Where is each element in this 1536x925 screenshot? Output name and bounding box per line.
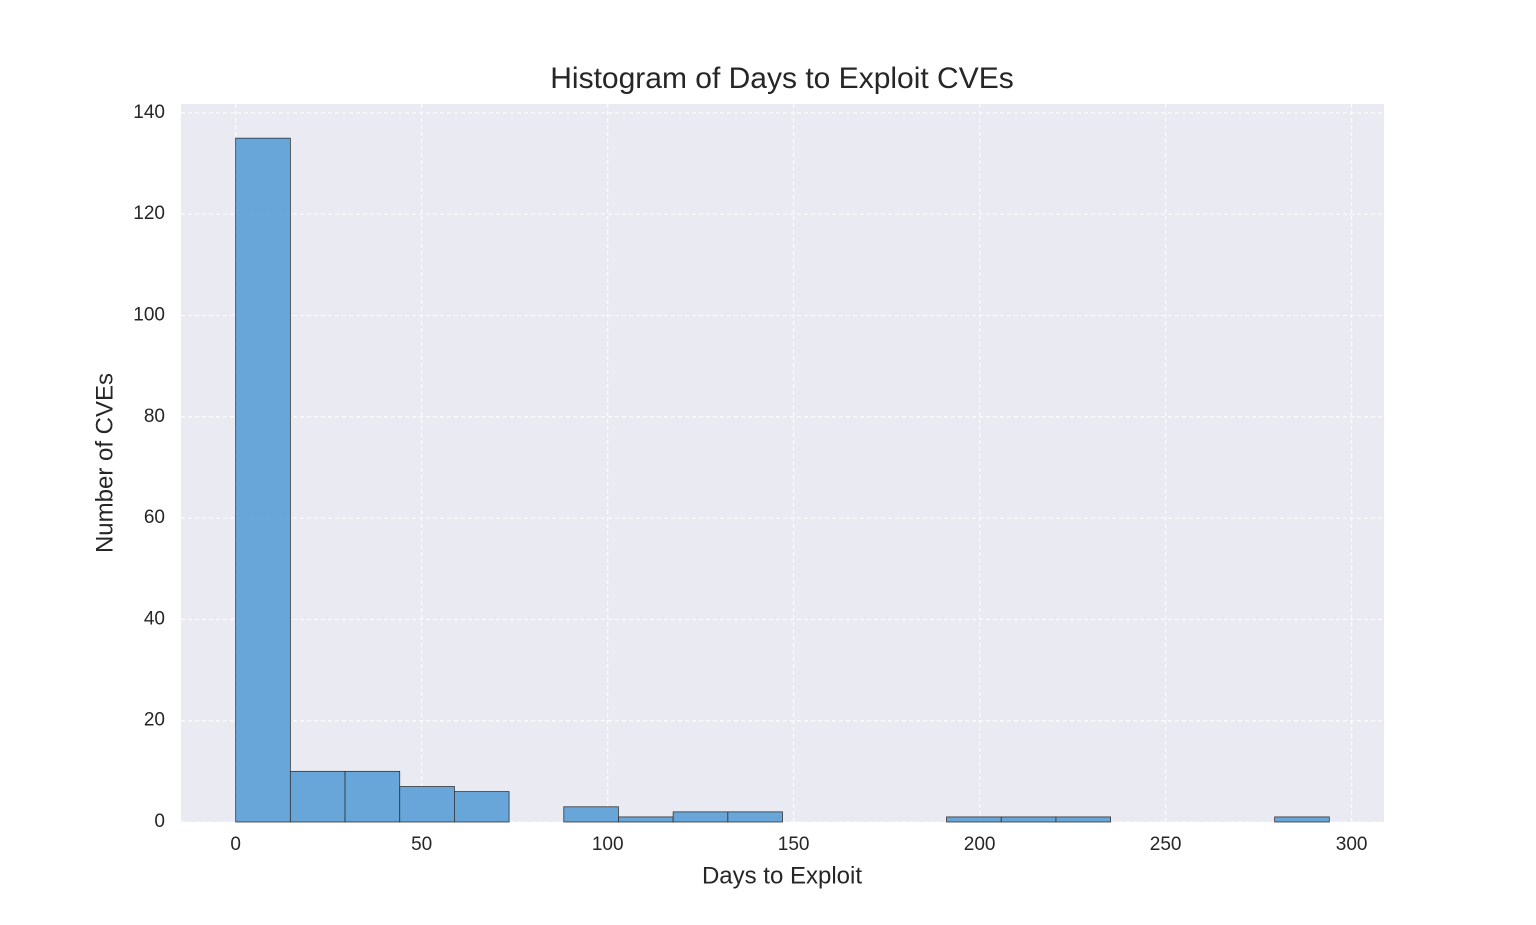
y-tick-label: 100 <box>133 304 165 325</box>
bar <box>289 770 346 823</box>
bar <box>727 811 783 823</box>
y-axis-label: Number of CVEs <box>91 373 118 553</box>
bar <box>235 137 291 823</box>
x-tick-label: 0 <box>230 834 241 855</box>
x-axis-label: Days to Exploit <box>702 862 862 889</box>
bar <box>1000 816 1057 823</box>
bar <box>344 770 401 823</box>
y-tick-label: 80 <box>144 406 165 427</box>
plot-area <box>181 104 1384 822</box>
x-tick-label: 250 <box>1150 834 1182 855</box>
chart-title: Histogram of Days to Exploit CVEs <box>550 62 1014 95</box>
bar <box>672 811 729 823</box>
y-tick-label: 120 <box>133 203 165 224</box>
x-tick-label: 100 <box>592 834 624 855</box>
bar <box>1274 816 1330 823</box>
x-tick-label: 300 <box>1336 834 1368 855</box>
y-tick-label: 20 <box>144 710 165 731</box>
bar <box>618 816 674 823</box>
y-tick-label: 60 <box>144 507 165 528</box>
y-tick-label: 140 <box>133 102 165 123</box>
bar <box>563 806 619 823</box>
x-tick-label: 150 <box>778 834 810 855</box>
y-tick-label: 0 <box>154 811 165 832</box>
bar <box>399 786 455 823</box>
x-tick-label: 200 <box>964 834 996 855</box>
bar <box>946 816 1002 823</box>
x-tick-label: 50 <box>411 834 432 855</box>
y-tick-label: 40 <box>144 608 165 629</box>
bar <box>1055 816 1111 823</box>
bar <box>454 791 510 823</box>
